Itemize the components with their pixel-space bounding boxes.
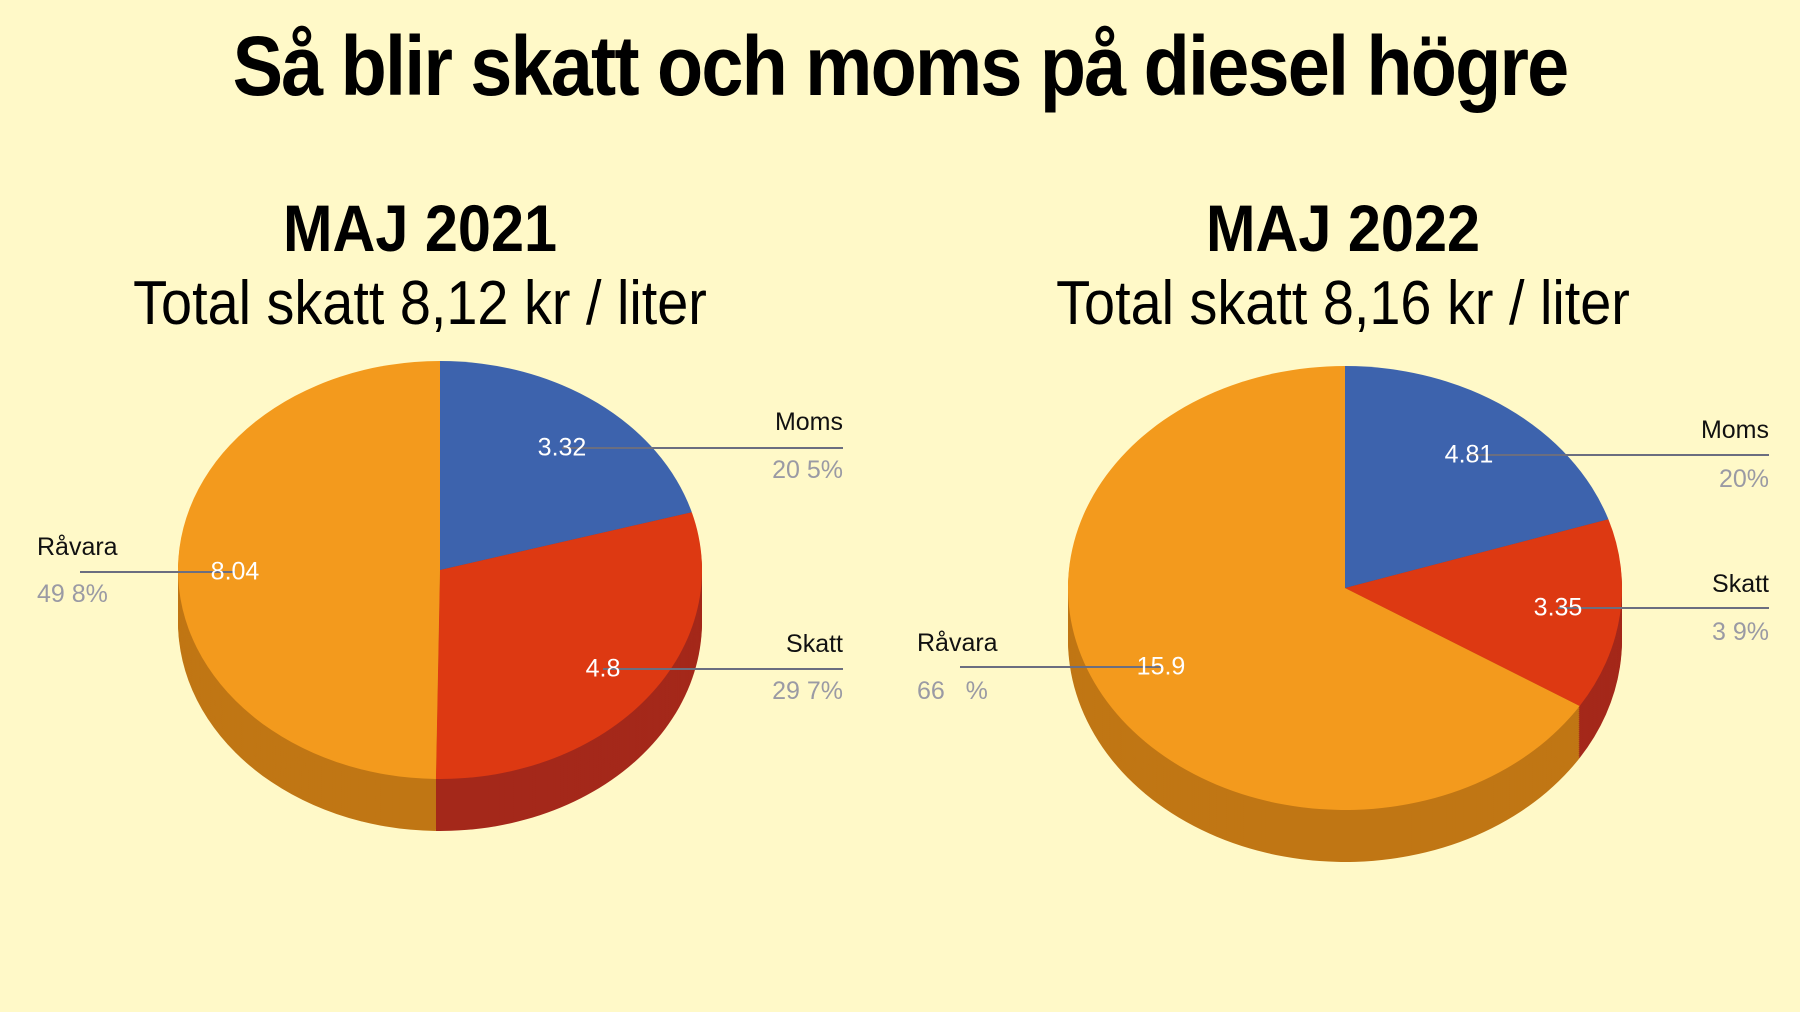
chart-2-pct-skatt: 3 9% [1712,618,1769,646]
chart-2-title: MAJ 2022 [1205,191,1481,265]
chart-2-value-skatt: 3.35 [1533,593,1583,622]
chart-1-value-moms: 3.32 [537,433,587,462]
chart-1-slice-skatt [435,512,702,779]
chart-2-value-ravara: 15.9 [1136,652,1186,681]
chart-1-value-skatt: 4.8 [585,654,621,683]
chart-1-title: MAJ 2021 [282,191,558,265]
chart-1-value-ravara: 8.04 [210,557,260,586]
chart-2-label-moms: Moms [1700,416,1769,444]
chart-2-slice-råvara [1068,366,1580,811]
chart-1-label-ravara: Råvara [37,533,118,561]
page-title: Så blir skatt och moms på diesel högre [232,19,1570,113]
chart-2-label-skatt: Skatt [1712,570,1769,598]
chart-1-label-skatt: Skatt [786,630,843,658]
chart-1-slice-råvara [178,361,440,779]
chart-1-pct-skatt: 29 7% [772,677,843,705]
chart-2-label-ravara: Råvara [917,629,998,657]
chart-1-pct-ravara: 49 8% [37,580,108,608]
chart-1-pct-moms: 20 5% [772,456,843,484]
chart-2-pct-ravara: 66 % [917,677,988,705]
chart-2-subtitle: Total skatt 8,16 kr / liter [1056,269,1630,338]
chart-2-slice-moms [1345,366,1609,588]
chart-2-pct-moms: 20% [1718,465,1769,493]
chart-2-slice-skatt [1345,519,1622,706]
chart-2-value-moms: 4.81 [1444,440,1494,469]
chart-1-slice-moms [440,361,692,570]
chart-1-subtitle: Total skatt 8,12 kr / liter [133,269,707,338]
chart-1-label-moms: Moms [774,408,843,436]
